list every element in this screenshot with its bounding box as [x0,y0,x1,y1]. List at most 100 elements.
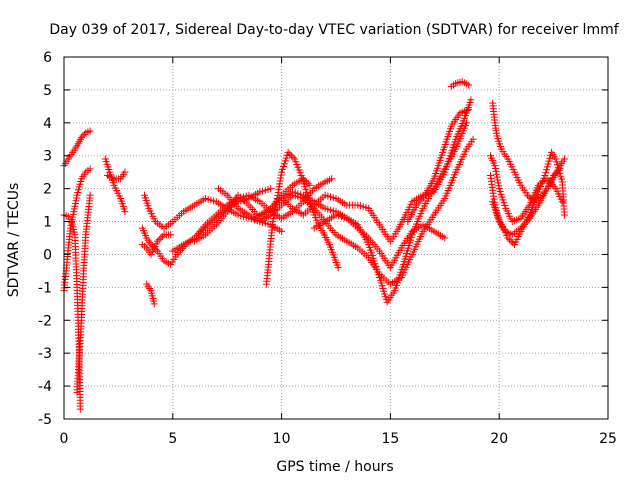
data-point [543,166,551,174]
series-s23 [486,152,566,226]
y-tick-label: 0 [43,247,52,263]
data-point [546,154,554,162]
series-s17 [310,211,449,272]
data-point [554,164,562,172]
data-point [553,161,561,169]
data-point [150,300,158,308]
data-point [491,164,499,172]
y-tick-label: 5 [43,83,52,99]
data-point [556,169,564,177]
series-s15 [256,119,471,306]
series-s14 [262,148,342,288]
data-point [509,239,517,247]
x-tick-label: 5 [168,431,177,447]
data-marks [60,78,568,413]
data-point [557,175,565,183]
y-tick-label: 4 [43,116,52,132]
data-point [544,160,552,168]
series-s1 [60,127,94,170]
x-tick-label: 0 [60,431,69,447]
data-point [147,241,155,249]
data-point [492,167,500,175]
series-s19 [447,78,473,91]
data-point [467,96,475,104]
data-point [504,234,512,242]
data-point [560,211,568,219]
data-point [555,167,563,175]
data-point [441,234,449,242]
x-tick-label: 25 [599,431,617,447]
y-tick-label: -1 [38,280,52,296]
data-point [121,168,129,176]
data-point [86,127,94,135]
data-point [523,191,531,199]
data-point [150,244,158,252]
data-point [79,132,87,140]
series-s16 [278,96,475,245]
data-point [558,198,566,206]
data-point [552,155,560,163]
data-point [542,169,550,177]
data-point [77,134,85,142]
data-point [507,237,515,245]
data-point [86,165,94,173]
y-tick-label: -3 [38,346,52,362]
data-point [492,170,500,178]
data-point [465,106,473,114]
tick-labels: 0 5 10 15 20 25 -5 -4 -3 -2 -1 0 1 2 3 4 5 6 [38,50,617,447]
data-point [465,81,473,89]
data-point [289,153,297,161]
data-point [86,191,94,199]
data-point [328,175,336,183]
chart-title: Day 039 of 2017, Sidereal Day-to-day VTE… [49,22,619,38]
data-point [269,218,277,226]
series-s6 [104,168,129,183]
series-s21 [486,165,564,239]
data-point [157,234,165,242]
data-point [306,181,314,189]
data-point [158,232,166,240]
data-point [550,171,558,179]
data-point [121,208,129,216]
data-point [545,157,553,165]
series-s10 [138,231,175,258]
y-tick-label: 1 [43,215,52,231]
data-point [286,150,294,158]
data-point [494,176,502,184]
data-point [278,227,286,235]
x-tick-label: 20 [490,431,508,447]
data-point [493,173,501,181]
data-point [270,212,278,220]
data-point [491,162,499,170]
data-point [154,237,162,245]
data-point [557,172,565,180]
data-point [155,236,163,244]
y-tick-label: -4 [38,379,52,395]
data-point [560,155,568,163]
x-tick-label: 15 [381,431,399,447]
x-tick-label: 10 [273,431,291,447]
data-point [284,148,292,156]
series-s9 [143,280,158,308]
data-point [495,182,503,190]
data-point [506,236,514,244]
series-s4 [73,191,94,397]
y-tick-label: -2 [38,313,52,329]
data-point [76,405,84,413]
data-point [80,130,88,138]
data-point [334,264,342,272]
data-point [271,209,279,217]
series-s5 [101,155,129,216]
plot-frame [63,56,609,420]
y-tick-label: 2 [43,182,52,198]
x-axis-label: GPS time / hours [276,459,393,475]
data-point [267,185,275,193]
y-axis-label: SDTVAR / TECUs [6,183,22,298]
data-point [469,135,477,143]
data-point [543,163,551,171]
data-point [553,158,561,166]
y-tick-label: 6 [43,50,52,66]
data-point [494,179,502,187]
data-point [269,215,277,223]
axis-ticks [63,56,609,420]
